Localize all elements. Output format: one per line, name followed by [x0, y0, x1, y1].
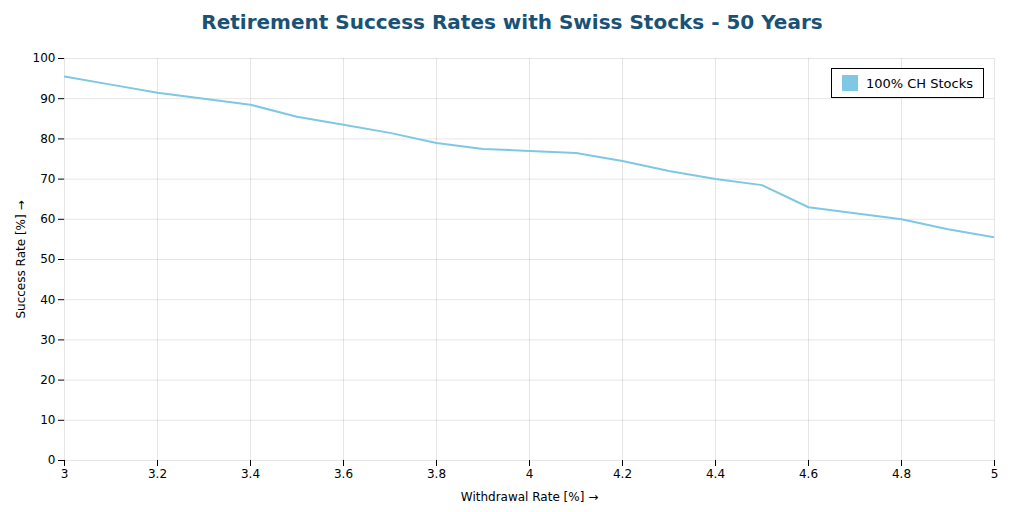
svg-text:3.4: 3.4 [241, 467, 260, 481]
svg-text:Withdrawal Rate [%] →: Withdrawal Rate [%] → [461, 490, 598, 504]
svg-text:Success Rate [%] →: Success Rate [%] → [14, 200, 28, 318]
svg-text:30: 30 [40, 333, 55, 347]
svg-text:5: 5 [991, 467, 999, 481]
svg-text:0: 0 [48, 453, 56, 467]
svg-text:20: 20 [40, 373, 55, 387]
svg-text:50: 50 [40, 252, 55, 266]
svg-text:100: 100 [33, 51, 56, 65]
svg-text:70: 70 [40, 172, 55, 186]
svg-text:4.2: 4.2 [613, 467, 632, 481]
svg-text:10: 10 [40, 413, 55, 427]
svg-text:80: 80 [40, 132, 55, 146]
svg-text:3.8: 3.8 [427, 467, 446, 481]
svg-text:90: 90 [40, 92, 55, 106]
svg-text:4.6: 4.6 [799, 467, 818, 481]
svg-text:4.8: 4.8 [892, 467, 911, 481]
svg-text:40: 40 [40, 293, 55, 307]
svg-text:3: 3 [61, 467, 69, 481]
svg-text:3.2: 3.2 [148, 467, 167, 481]
svg-text:60: 60 [40, 212, 55, 226]
html-text:Retirement Success Rates with: Retirement Success Rates with Swiss Stoc… [201, 10, 823, 34]
svg-text:4: 4 [526, 467, 534, 481]
svg-text:4.4: 4.4 [706, 467, 725, 481]
html-text:100% CH Stocks: 100% CH Stocks [866, 75, 973, 91]
svg-text:3.6: 3.6 [334, 467, 353, 481]
